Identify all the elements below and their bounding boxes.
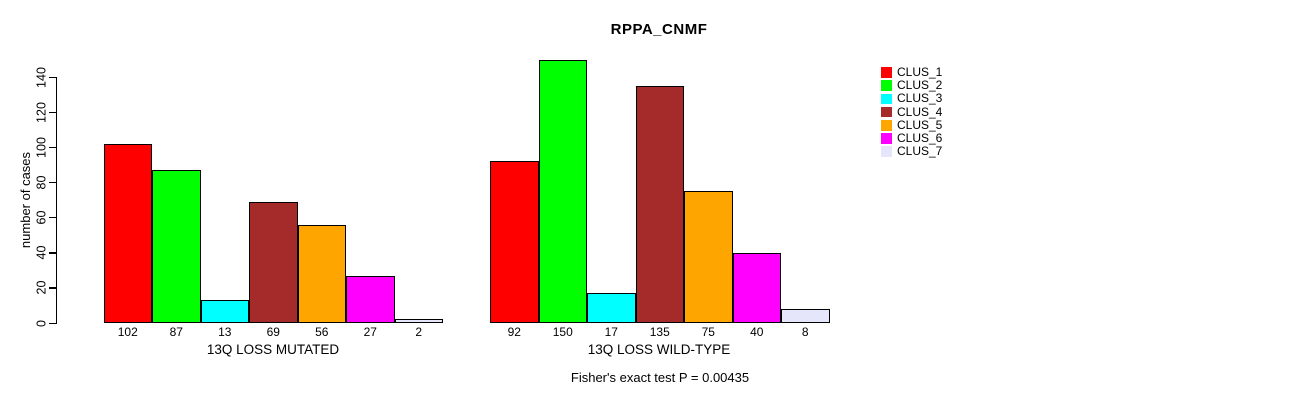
bar-clus_2 [152, 170, 201, 323]
y-axis-tick-label: 80 [34, 175, 49, 190]
y-axis-tick [49, 322, 57, 324]
bar-value-label: 92 [507, 325, 521, 339]
bar-value-label: 87 [169, 325, 183, 339]
bar-clus_2 [538, 59, 587, 323]
y-axis-tick [49, 287, 57, 289]
bar-clus_1 [103, 143, 152, 323]
legend-swatch-clus_4 [881, 106, 892, 118]
bar-clus_5 [297, 224, 346, 323]
bar-clus_3 [200, 300, 249, 323]
y-axis-tick-label: 100 [34, 136, 49, 158]
bar-value-label: 75 [701, 325, 715, 339]
bar-value-label: 150 [552, 325, 573, 339]
legend-label: CLUS_3 [897, 91, 943, 106]
y-axis-tick-label: 120 [34, 101, 49, 123]
y-axis-label: number of cases [18, 151, 33, 249]
bar-clus_3 [587, 293, 636, 323]
bar-value-label: 69 [266, 325, 280, 339]
y-axis-tick [49, 146, 57, 149]
legend-swatch-clus_6 [881, 133, 892, 144]
legend-label: CLUS_1 [897, 65, 943, 79]
bar-value-label: 17 [604, 325, 618, 339]
y-axis-tick-label: 0 [34, 319, 49, 327]
y-axis-tick [49, 252, 57, 254]
stat-test-caption: Fisher's exact test P = 0.00435 [570, 370, 750, 385]
y-axis-tick-label: 140 [34, 66, 49, 88]
group-2-xlabel: 13Q LOSS WILD-TYPE [587, 342, 731, 357]
legend-label: CLUS_4 [897, 104, 943, 119]
legend-label: CLUS_7 [897, 144, 943, 159]
legend-swatch-clus_7 [881, 146, 892, 157]
y-axis-line [56, 77, 58, 323]
bar-value-label: 135 [649, 325, 670, 339]
legend-label: CLUS_5 [897, 117, 943, 132]
bar-clus_1 [490, 161, 539, 323]
y-axis-tick [49, 217, 57, 219]
legend-label: CLUS_2 [897, 78, 943, 93]
legend-swatch-clus_3 [881, 93, 892, 105]
bar-value-label: 27 [363, 325, 377, 339]
legend-swatch-clus_5 [881, 120, 892, 131]
legend-swatch-clus_1 [881, 67, 892, 78]
bar-clus_6 [346, 275, 395, 323]
legend-label: CLUS_6 [897, 131, 943, 145]
y-axis-tick-label: 40 [34, 245, 49, 260]
legend-swatch-clus_2 [881, 80, 892, 91]
chart-title: RPPA_CNMF [610, 21, 708, 38]
bar-clus_5 [684, 191, 733, 323]
bar-value-label: 40 [750, 325, 764, 339]
y-axis-tick-label: 20 [34, 280, 49, 295]
y-axis-tick [49, 181, 57, 184]
bar-value-label: 56 [315, 325, 329, 339]
bar-value-label: 8 [801, 325, 809, 339]
bar-value-label: 2 [415, 325, 423, 339]
bar-clus_6 [732, 252, 781, 323]
bar-clus_4 [249, 201, 298, 323]
bar-clus_7 [394, 319, 443, 323]
group-1-xlabel: 13Q LOSS MUTATED [206, 342, 340, 357]
bar-clus_7 [781, 308, 830, 323]
bar-value-label: 102 [117, 325, 138, 339]
y-axis-tick-label: 60 [34, 210, 49, 225]
y-axis-tick [49, 111, 57, 113]
y-axis-tick [49, 76, 57, 78]
bar-value-label: 13 [218, 325, 232, 339]
bar-clus_4 [635, 85, 684, 323]
